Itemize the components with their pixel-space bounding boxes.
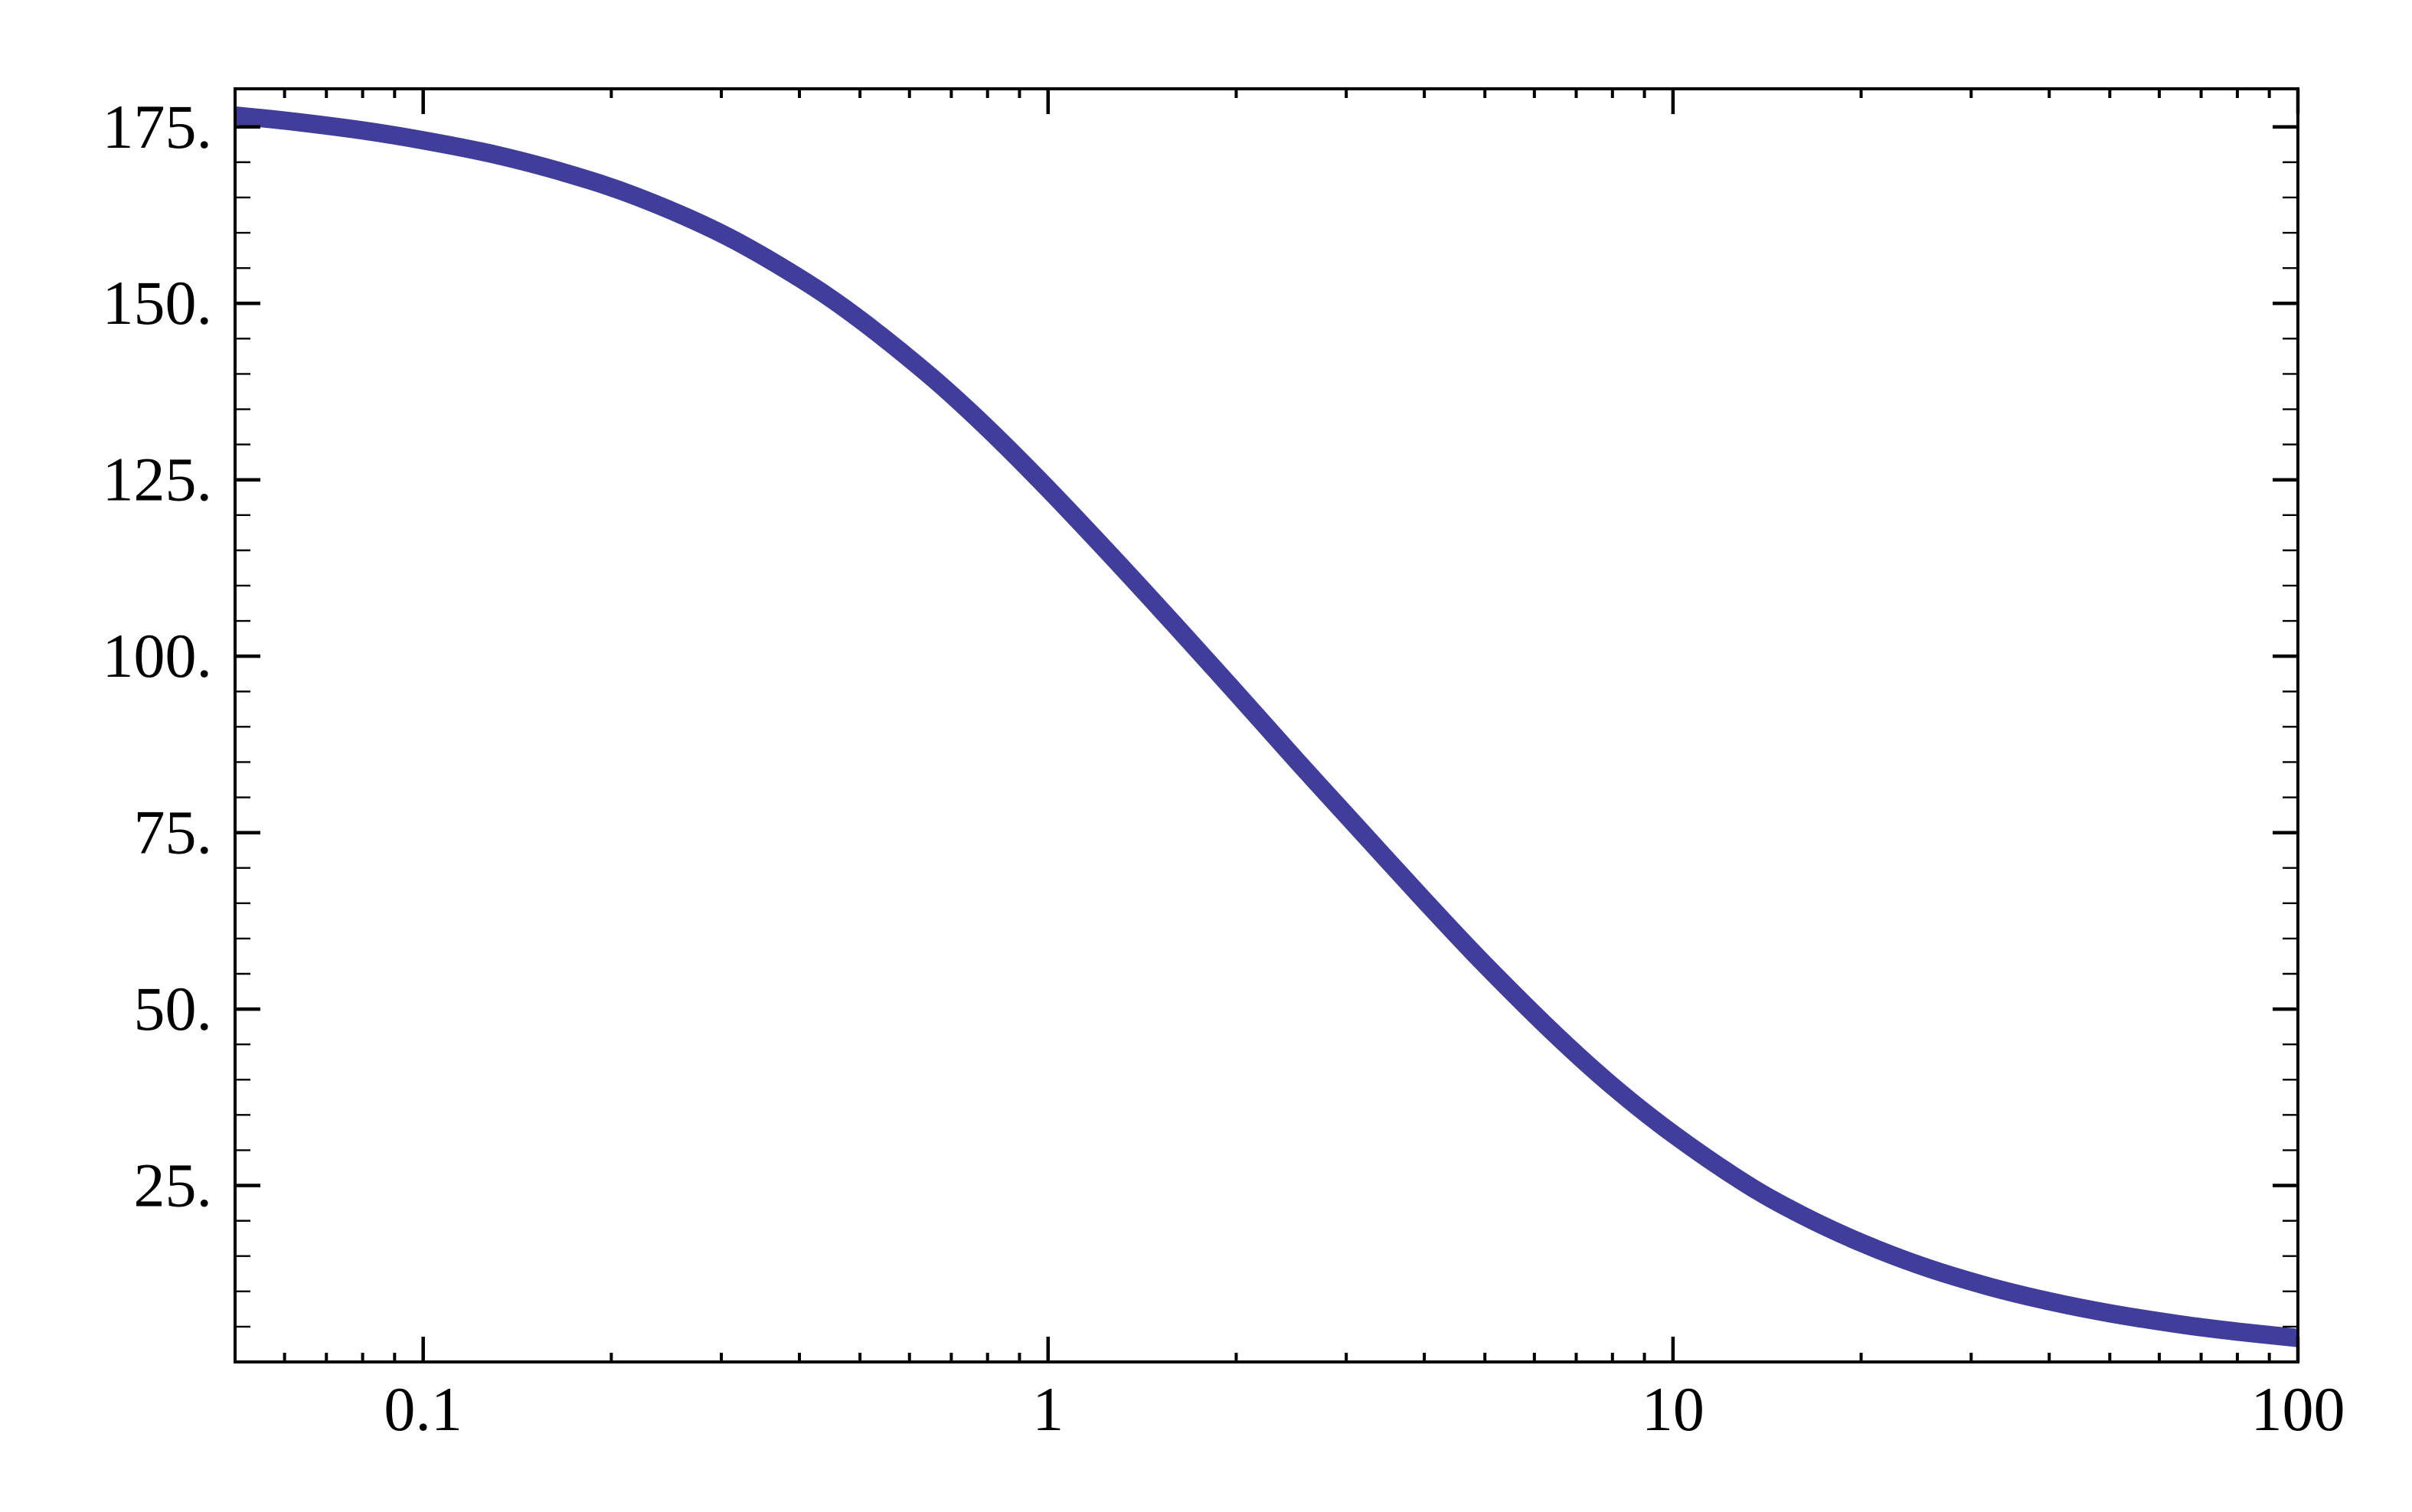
y-tick-label: 50. bbox=[134, 974, 213, 1043]
phase-degrees-curve bbox=[235, 106, 2298, 1347]
y-tick-label: 175. bbox=[103, 92, 213, 162]
y-tick-label: 75. bbox=[134, 798, 213, 867]
x-tick-label: 10 bbox=[1642, 1374, 1704, 1444]
y-tick-label: 125. bbox=[103, 445, 213, 514]
plot-frame bbox=[234, 87, 2299, 1363]
x-tick-label: 100 bbox=[2251, 1374, 2345, 1444]
y-tick-label: 150. bbox=[103, 268, 213, 338]
x-tick-label: 1 bbox=[1032, 1374, 1064, 1444]
y-tick-label: 25. bbox=[134, 1151, 213, 1220]
x-tick-label: 0.1 bbox=[384, 1374, 462, 1444]
y-tick-label: 100. bbox=[103, 621, 213, 691]
